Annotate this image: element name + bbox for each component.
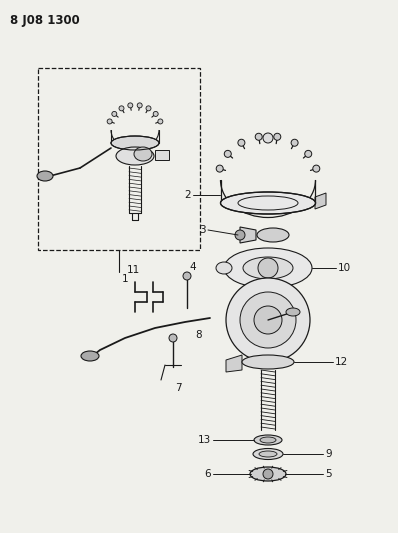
Ellipse shape [224,248,312,288]
Circle shape [235,230,245,240]
Ellipse shape [243,257,293,279]
Ellipse shape [259,451,277,457]
Text: 13: 13 [198,435,211,445]
Circle shape [107,119,112,124]
Ellipse shape [111,136,159,150]
Circle shape [258,258,278,278]
Circle shape [263,133,273,143]
Ellipse shape [216,262,232,274]
Text: 2: 2 [184,190,191,200]
Circle shape [263,469,273,479]
Ellipse shape [220,192,316,214]
Text: 7: 7 [175,383,181,393]
Ellipse shape [81,351,99,361]
Text: 6: 6 [205,469,211,479]
Polygon shape [240,227,256,243]
Circle shape [254,306,282,334]
Circle shape [169,334,177,342]
Circle shape [305,150,312,157]
Text: 4: 4 [189,262,196,272]
Circle shape [226,278,310,362]
Circle shape [158,119,163,124]
Circle shape [224,150,231,157]
Circle shape [238,139,245,146]
Ellipse shape [116,147,154,165]
Text: 10: 10 [338,263,351,273]
Ellipse shape [257,228,289,242]
Circle shape [291,139,298,146]
Ellipse shape [260,437,276,443]
Circle shape [313,165,320,172]
Text: 8: 8 [195,330,202,340]
Ellipse shape [253,448,283,459]
Circle shape [153,111,158,116]
Polygon shape [226,355,242,372]
Text: 8 J08 1300: 8 J08 1300 [10,14,80,27]
Circle shape [240,292,296,348]
Text: 3: 3 [199,225,206,235]
Text: 11: 11 [127,265,140,275]
Ellipse shape [37,171,53,181]
Ellipse shape [134,147,152,161]
Ellipse shape [254,435,282,445]
Bar [38,68,200,250]
Text: 1: 1 [122,274,129,284]
Circle shape [137,103,142,108]
Bar [155,150,169,160]
Ellipse shape [286,308,300,316]
Circle shape [216,165,223,172]
Circle shape [112,111,117,116]
Circle shape [119,106,124,111]
Circle shape [146,106,151,111]
Ellipse shape [250,467,286,481]
Text: 12: 12 [335,357,348,367]
Circle shape [183,272,191,280]
Text: 5: 5 [325,469,332,479]
Circle shape [274,133,281,140]
Circle shape [255,133,262,140]
Ellipse shape [242,355,294,369]
Text: 9: 9 [325,449,332,459]
Polygon shape [315,193,326,209]
Circle shape [128,103,133,108]
